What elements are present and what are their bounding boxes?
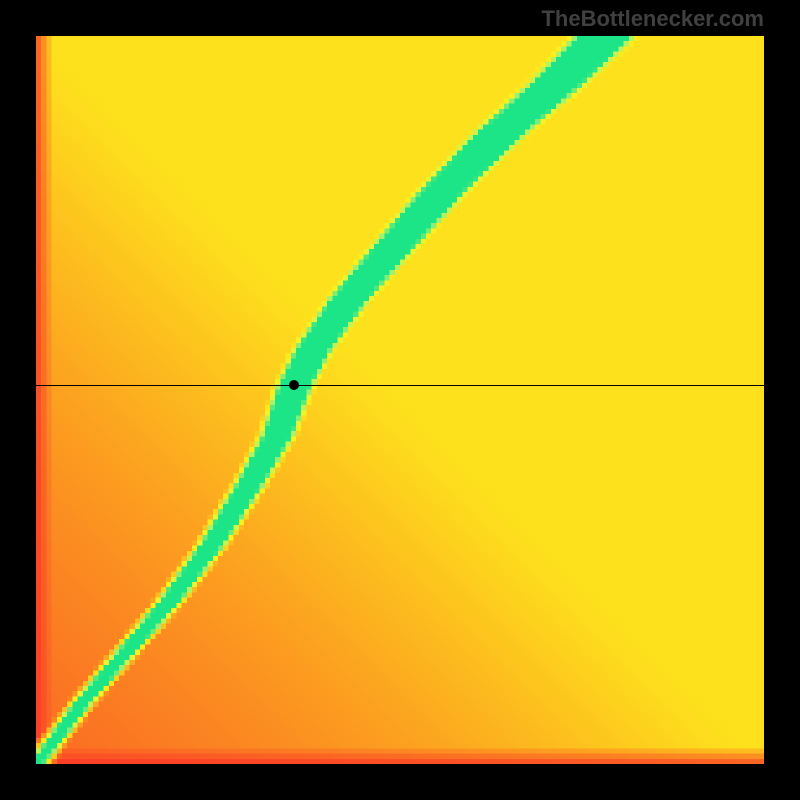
crosshair-marker bbox=[289, 380, 299, 390]
watermark-text: TheBottlenecker.com bbox=[541, 6, 764, 32]
heatmap-canvas bbox=[36, 36, 764, 764]
crosshair-horizontal bbox=[36, 385, 764, 386]
heatmap-plot bbox=[36, 36, 764, 764]
